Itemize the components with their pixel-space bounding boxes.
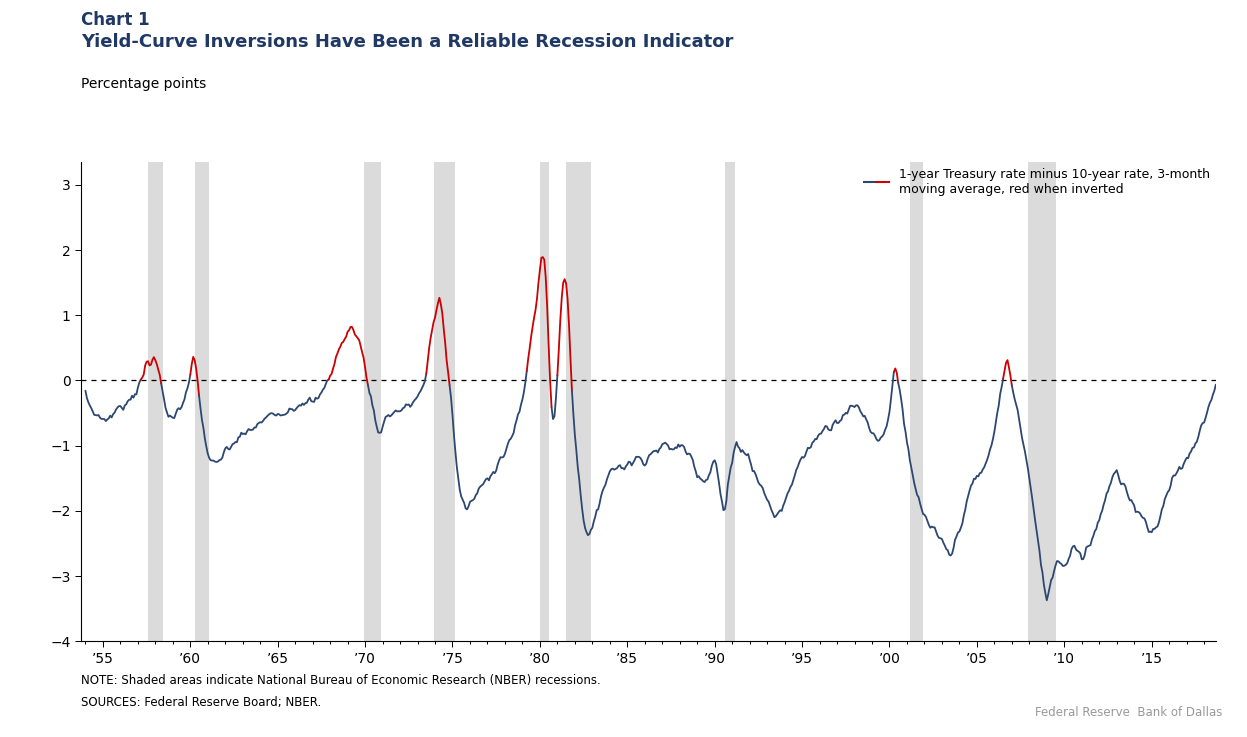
Bar [148,162,162,641]
Bar [540,162,549,641]
Bar [910,162,923,641]
Text: Percentage points: Percentage points [81,77,206,91]
Bar [725,162,736,641]
Bar [364,162,382,641]
Text: NOTE: Shaded areas indicate National Bureau of Economic Research (NBER) recessio: NOTE: Shaded areas indicate National Bur… [81,674,601,688]
Text: Chart 1: Chart 1 [81,11,150,29]
Text: Federal Reserve  Bank of Dallas: Federal Reserve Bank of Dallas [1035,705,1222,719]
Bar [566,162,591,641]
Bar [1028,162,1055,641]
Bar [195,162,209,641]
Text: SOURCES: Federal Reserve Board; NBER.: SOURCES: Federal Reserve Board; NBER. [81,696,322,710]
Legend: 1-year Treasury rate minus 10-year rate, 3-month
moving average, red when invert: 1-year Treasury rate minus 10-year rate,… [864,168,1210,196]
Text: Yield-Curve Inversions Have Been a Reliable Recession Indicator: Yield-Curve Inversions Have Been a Relia… [81,33,733,51]
Bar [434,162,455,641]
